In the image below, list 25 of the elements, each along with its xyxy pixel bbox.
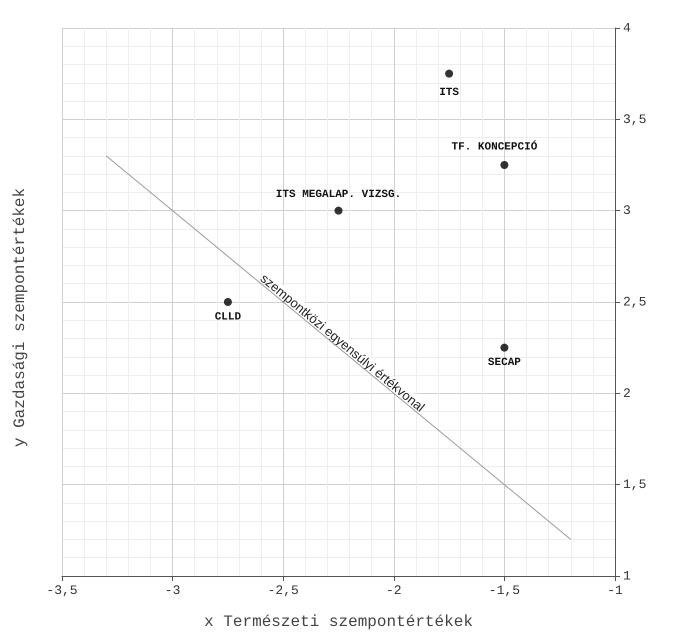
x-tick-label: -2,5 bbox=[268, 583, 299, 598]
annotation: ITS bbox=[439, 87, 460, 100]
y-tick-label: 1,5 bbox=[623, 477, 646, 492]
x-tick-label: -2 bbox=[386, 583, 402, 598]
x-tick-label: -1,5 bbox=[488, 583, 520, 598]
y-tick-label: 4 bbox=[623, 20, 631, 36]
annotation: CLLD bbox=[214, 312, 242, 324]
x-tick-label: -1 bbox=[607, 583, 623, 598]
annotation: TF. KONCEPCIÓ bbox=[451, 140, 538, 154]
x-tick-label: -3 bbox=[164, 583, 180, 598]
y-tick-label: 2,5 bbox=[623, 294, 646, 310]
x-axis-title: x Természeti szempontértékek bbox=[204, 613, 473, 631]
y-tick-label: 3,5 bbox=[623, 112, 646, 127]
x-tick-label: -3,5 bbox=[46, 583, 78, 598]
annotation: SECAP bbox=[488, 357, 522, 370]
point bbox=[224, 298, 232, 306]
point bbox=[500, 344, 508, 352]
point bbox=[334, 206, 342, 215]
point bbox=[445, 70, 454, 78]
y-tick-label: 3 bbox=[623, 203, 631, 218]
y-tick-label: 2 bbox=[623, 386, 631, 401]
annotation: ITS MEGALAP. VIZSG. bbox=[276, 189, 402, 202]
y-tick-label: 1 bbox=[623, 568, 631, 584]
y-axis-title: y Gazdasági szempontértékek bbox=[11, 188, 29, 448]
point bbox=[500, 161, 508, 169]
